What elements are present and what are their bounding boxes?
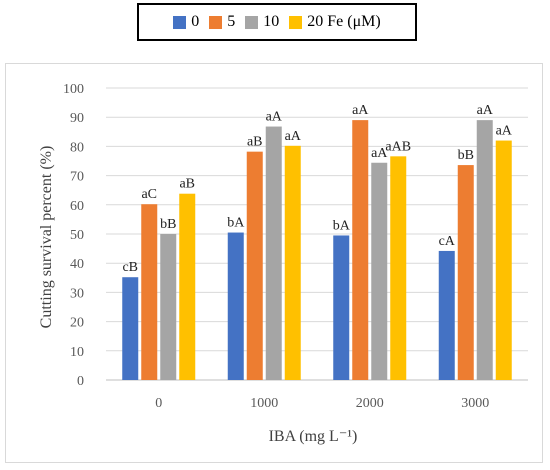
y-tick-labels: 0 10 20 30 40 50 60 70 80 90 100	[63, 82, 84, 389]
bar	[160, 234, 177, 380]
x-tick-label: 0	[155, 396, 162, 411]
y-tick-label: 10	[70, 345, 84, 360]
bar	[246, 151, 263, 380]
bar-label: aB	[247, 135, 263, 150]
y-tick-label: 0	[77, 374, 84, 389]
legend-swatch	[289, 15, 303, 29]
y-axis-title: Cutting survival percent (%)	[38, 146, 55, 329]
legend-label: 10	[263, 13, 280, 30]
bar-label: bB	[458, 148, 474, 163]
bar	[352, 120, 369, 381]
legend-item: 5	[209, 13, 235, 31]
bar-label: aAB	[385, 139, 411, 154]
legend-label: 0	[191, 13, 200, 30]
bar-label: aA	[266, 110, 283, 125]
bar	[495, 140, 512, 380]
y-tick-label: 60	[70, 199, 84, 214]
bar	[438, 250, 455, 380]
y-tick-label: 80	[70, 140, 84, 155]
legend-item: 20 Fe (μM)	[289, 13, 381, 31]
bar-label: aB	[179, 177, 195, 192]
bar-label: aA	[371, 146, 388, 161]
legend-label: 5	[227, 13, 236, 30]
chart-frame	[5, 63, 543, 463]
x-axis-title: IBA (mg L⁻¹)	[269, 428, 358, 445]
bar	[141, 204, 158, 380]
bar-label: bB	[160, 217, 176, 232]
legend-item: 0	[173, 13, 199, 31]
legend-swatch	[245, 15, 259, 29]
bar	[179, 193, 196, 380]
bars	[122, 120, 512, 381]
y-tick-label: 90	[70, 111, 84, 126]
bar	[333, 235, 350, 380]
bar-label: bA	[333, 218, 351, 233]
legend-label: 20 Fe (μM)	[307, 13, 381, 30]
y-tick-label: 20	[70, 316, 84, 331]
bar-label: aC	[141, 187, 157, 202]
bar-label: cA	[439, 234, 456, 249]
bar-label: aA	[285, 129, 302, 144]
y-tick-label: 40	[70, 257, 84, 272]
gridlines	[106, 87, 528, 381]
y-tick-label: 70	[70, 170, 84, 185]
legend-swatch	[209, 15, 223, 29]
bar	[390, 156, 407, 380]
x-tick-labels: 0 1000 2000 3000	[155, 396, 489, 411]
legend: 0 5 10 20 Fe (μM)	[137, 3, 417, 41]
legend-item: 10	[245, 13, 279, 31]
bar	[457, 165, 474, 380]
bar-label: aA	[496, 124, 513, 139]
bar-label: aA	[477, 103, 494, 118]
bar	[284, 145, 301, 380]
y-tick-label: 100	[63, 82, 84, 97]
bar	[265, 126, 282, 380]
y-tick-label: 30	[70, 286, 84, 301]
legend-swatch	[173, 15, 187, 29]
y-tick-label: 50	[70, 228, 84, 243]
bar	[476, 120, 493, 381]
bar	[227, 232, 244, 380]
x-tick-label: 2000	[356, 396, 384, 411]
bar-label: bA	[227, 216, 245, 231]
bar-label: cB	[122, 260, 138, 275]
bar	[371, 162, 388, 380]
bar-label: aA	[352, 103, 369, 118]
x-tick-label: 3000	[461, 396, 489, 411]
x-tick-label: 1000	[250, 396, 278, 411]
bar	[122, 277, 139, 380]
